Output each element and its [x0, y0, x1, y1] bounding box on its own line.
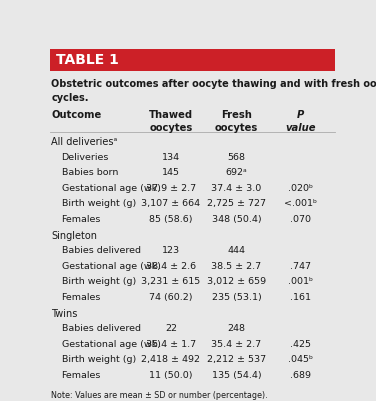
Text: Babies delivered: Babies delivered — [62, 324, 141, 334]
Text: Babies born: Babies born — [62, 168, 118, 177]
Text: Babies delivered: Babies delivered — [62, 246, 141, 255]
Text: 235 (53.1): 235 (53.1) — [212, 293, 261, 302]
Text: .161: .161 — [290, 293, 311, 302]
Text: 37.4 ± 3.0: 37.4 ± 3.0 — [211, 184, 262, 192]
Text: 145: 145 — [162, 168, 180, 177]
Text: Twins: Twins — [52, 309, 78, 319]
Text: 348 (50.4): 348 (50.4) — [212, 215, 261, 223]
Text: cycles.: cycles. — [52, 93, 89, 103]
Text: 3,107 ± 664: 3,107 ± 664 — [141, 199, 200, 208]
Text: 35.4 ± 1.7: 35.4 ± 1.7 — [146, 340, 196, 349]
Text: Obstetric outcomes after oocyte thawing and with fresh oocyte: Obstetric outcomes after oocyte thawing … — [52, 79, 376, 89]
Text: P: P — [297, 109, 304, 119]
Text: 74 (60.2): 74 (60.2) — [149, 293, 193, 302]
Text: 568: 568 — [227, 153, 246, 162]
Text: Deliveries: Deliveries — [62, 153, 109, 162]
Text: Thawed: Thawed — [149, 109, 193, 119]
Text: Singleton: Singleton — [52, 231, 97, 241]
Text: .020ᵇ: .020ᵇ — [288, 184, 313, 192]
Text: 38.5 ± 2.7: 38.5 ± 2.7 — [211, 262, 261, 271]
Text: 35.4 ± 2.7: 35.4 ± 2.7 — [211, 340, 261, 349]
Text: Fresh: Fresh — [221, 109, 252, 119]
Text: 2,725 ± 727: 2,725 ± 727 — [207, 199, 266, 208]
Text: 2,418 ± 492: 2,418 ± 492 — [141, 355, 200, 365]
Text: 134: 134 — [162, 153, 180, 162]
Text: 85 (58.6): 85 (58.6) — [149, 215, 193, 223]
Text: TABLE 1: TABLE 1 — [56, 53, 118, 67]
Text: 11 (50.0): 11 (50.0) — [149, 371, 193, 380]
Text: 3,231 ± 615: 3,231 ± 615 — [141, 277, 200, 286]
Text: Gestational age (wk): Gestational age (wk) — [62, 262, 161, 271]
Text: Females: Females — [62, 293, 101, 302]
Text: oocytes: oocytes — [215, 123, 258, 133]
Text: 135 (54.4): 135 (54.4) — [212, 371, 261, 380]
Text: 248: 248 — [227, 324, 246, 334]
Text: Birth weight (g): Birth weight (g) — [62, 199, 136, 208]
Text: .045ᵇ: .045ᵇ — [288, 355, 313, 365]
Text: Note: Values are mean ± SD or number (percentage).: Note: Values are mean ± SD or number (pe… — [52, 391, 268, 401]
Text: 444: 444 — [227, 246, 246, 255]
Text: 123: 123 — [162, 246, 180, 255]
Text: .425: .425 — [290, 340, 311, 349]
Text: All deliveriesᵃ: All deliveriesᵃ — [52, 138, 118, 147]
Text: Gestational age (wk): Gestational age (wk) — [62, 340, 161, 349]
Text: Birth weight (g): Birth weight (g) — [62, 355, 136, 365]
Text: .689: .689 — [290, 371, 311, 380]
Text: Birth weight (g): Birth weight (g) — [62, 277, 136, 286]
Text: oocytes: oocytes — [149, 123, 193, 133]
Text: .001ᵇ: .001ᵇ — [288, 277, 313, 286]
Text: 2,212 ± 537: 2,212 ± 537 — [207, 355, 266, 365]
Text: .747: .747 — [290, 262, 311, 271]
Text: Gestational age (wk): Gestational age (wk) — [62, 184, 161, 192]
Text: 692ᵃ: 692ᵃ — [226, 168, 247, 177]
Text: Females: Females — [62, 215, 101, 223]
FancyBboxPatch shape — [50, 49, 335, 71]
Text: 22: 22 — [165, 324, 177, 334]
Text: Outcome: Outcome — [52, 109, 102, 119]
Text: <.001ᵇ: <.001ᵇ — [284, 199, 317, 208]
Text: Females: Females — [62, 371, 101, 380]
Text: value: value — [285, 123, 316, 133]
Text: .070: .070 — [290, 215, 311, 223]
Text: 38.4 ± 2.6: 38.4 ± 2.6 — [146, 262, 196, 271]
Text: 37.9 ± 2.7: 37.9 ± 2.7 — [146, 184, 196, 192]
Text: 3,012 ± 659: 3,012 ± 659 — [207, 277, 266, 286]
